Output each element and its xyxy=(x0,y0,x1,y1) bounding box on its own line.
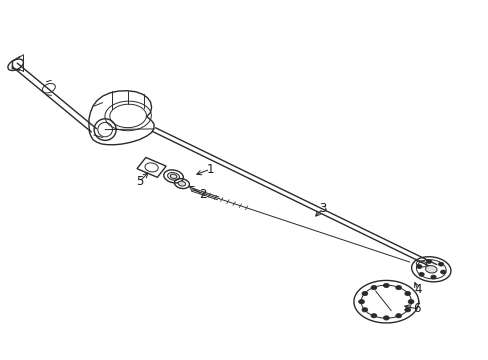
Circle shape xyxy=(358,300,364,304)
Text: 4: 4 xyxy=(413,283,421,296)
Circle shape xyxy=(437,262,443,266)
Text: 3: 3 xyxy=(318,202,326,215)
Circle shape xyxy=(370,285,376,290)
Circle shape xyxy=(361,308,367,312)
Circle shape xyxy=(395,314,401,318)
Bar xyxy=(137,157,166,177)
Circle shape xyxy=(361,291,367,296)
Text: 5: 5 xyxy=(135,175,143,188)
Circle shape xyxy=(418,273,424,276)
Circle shape xyxy=(395,285,401,290)
Circle shape xyxy=(383,283,388,288)
Circle shape xyxy=(430,275,435,279)
Circle shape xyxy=(407,300,413,304)
Text: 1: 1 xyxy=(206,163,214,176)
Ellipse shape xyxy=(425,266,436,273)
Circle shape xyxy=(426,260,431,264)
Circle shape xyxy=(416,265,421,269)
Ellipse shape xyxy=(178,181,185,186)
Circle shape xyxy=(370,314,376,318)
Circle shape xyxy=(404,291,410,296)
Circle shape xyxy=(383,316,388,320)
Text: 6: 6 xyxy=(412,302,420,315)
Text: 2: 2 xyxy=(199,188,206,201)
Circle shape xyxy=(404,308,410,312)
Circle shape xyxy=(440,270,445,274)
Ellipse shape xyxy=(167,172,179,180)
